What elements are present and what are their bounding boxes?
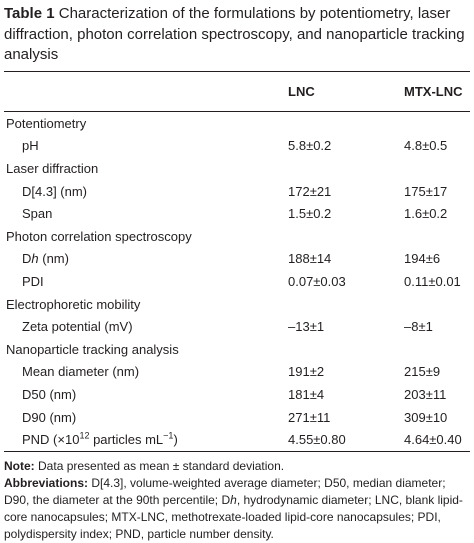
value-cell: 172±21: [288, 183, 332, 199]
value-cell: 4.55±0.80: [288, 428, 404, 453]
value-cell: 181±4: [288, 387, 325, 403]
table-body: Potentiometry pH 5.8±0.2 4.8±0.5 Laser diffr…: [4, 112, 470, 453]
section-row: Potentiometry: [4, 112, 470, 135]
text: ): [173, 432, 178, 448]
text: D90 (nm): [22, 409, 77, 425]
value-cell: 188±14: [288, 251, 332, 267]
caption-text: Characterization of the formulations by …: [4, 5, 465, 63]
value-cell: 4.64±0.40: [404, 428, 470, 453]
text: D[4.3], volume-weighted average diameter…: [4, 476, 446, 507]
data-row: Mean diameter (nm) 191±2 215±9: [4, 361, 470, 384]
value-cell: 271±11: [288, 409, 331, 425]
text: Mean diameter (nm): [22, 364, 140, 380]
value-cell: 0.07±0.03: [288, 274, 346, 290]
header-cell: LNC: [288, 70, 404, 113]
text: D[4.3] (nm): [22, 183, 88, 199]
value-cell: 215±9: [404, 364, 441, 380]
data-row: Dh (nm) 188±14 194±6: [4, 248, 470, 271]
value-cell: 175±17: [404, 183, 448, 199]
text: Span: [22, 206, 53, 222]
section-title: Nanoparticle tracking analysis: [6, 341, 179, 357]
note-heading: Abbreviations:: [4, 476, 89, 490]
value-cell: –8±1: [404, 319, 433, 335]
data-row: Span 1.5±0.2 1.6±0.2: [4, 202, 470, 225]
header-cell: MTX-LNC: [404, 70, 470, 113]
text: Data presented as mean ± standard deviat…: [38, 459, 285, 473]
data-row: D90 (nm) 271±11 309±10: [4, 406, 470, 429]
text: −1: [163, 430, 174, 441]
table: LNC MTX-LNC Potentiometry pH 5.8±0.2 4.8±0.5…: [4, 70, 470, 453]
text: 12: [79, 430, 90, 441]
data-row: PND (×1012 particles mL−1) 4.55±0.80 4.64±…: [4, 428, 470, 453]
header-cell: [4, 70, 288, 113]
value-cell: –13±1: [288, 319, 325, 335]
row-label: pH: [4, 135, 288, 158]
value-cell: 1.5±0.2: [288, 206, 332, 222]
row-label: Span: [4, 202, 288, 225]
section-row: Laser diffraction: [4, 157, 470, 180]
data-row: pH 5.8±0.2 4.8±0.5: [4, 135, 470, 158]
section-title: Electrophoretic mobility: [6, 296, 141, 312]
section-row: Nanoparticle tracking analysis: [4, 338, 470, 361]
caption: Table 1 Characterization of the formulat…: [4, 4, 470, 66]
table-header: LNC MTX-LNC: [4, 70, 470, 113]
text: pH: [22, 138, 39, 154]
note: Abbreviations: D[4.3], volume-weighted a…: [4, 475, 470, 543]
caption-label: Table 1: [4, 5, 55, 22]
section-row: Electrophoretic mobility: [4, 293, 470, 316]
value-cell: 1.6±0.2: [404, 206, 448, 222]
section-title: Photon correlation spectroscopy: [6, 228, 192, 244]
text: (nm): [38, 251, 69, 267]
row-label: D[4.3] (nm): [4, 180, 288, 203]
note-heading: Note:: [4, 459, 35, 473]
note: Note: Data presented as mean ± standard …: [4, 458, 470, 475]
section-title: Potentiometry: [6, 115, 87, 131]
value-cell: 4.8±0.5: [404, 138, 448, 154]
section-title: Laser diffraction: [6, 161, 99, 177]
value-cell: 203±11: [404, 387, 447, 403]
data-row: D[4.3] (nm) 172±21 175±17: [4, 180, 470, 203]
row-label: D50 (nm): [4, 383, 288, 406]
value-cell: 309±10: [404, 409, 448, 425]
row-label: Dh (nm): [4, 248, 288, 271]
header-row: LNC MTX-LNC: [4, 70, 470, 113]
value-cell: 0.11±0.01: [404, 274, 461, 290]
row-label: Mean diameter (nm): [4, 361, 288, 384]
text: PND (×10: [22, 432, 80, 448]
value-cell: 194±6: [404, 251, 441, 267]
text: D: [22, 251, 32, 267]
row-label: Zeta potential (mV): [4, 315, 288, 338]
data-row: PDI 0.07±0.03 0.11±0.01: [4, 270, 470, 293]
text: PDI: [22, 274, 44, 290]
text: h: [230, 493, 237, 507]
value-cell: 5.8±0.2: [288, 138, 332, 154]
row-label: D90 (nm): [4, 406, 288, 429]
text: h: [31, 251, 39, 267]
data-row: D50 (nm) 181±4 203±11: [4, 383, 470, 406]
section-row: Photon correlation spectroscopy: [4, 225, 470, 248]
text: Zeta potential (mV): [22, 319, 133, 335]
row-label: PND (×1012 particles mL−1): [4, 428, 288, 453]
text: D50 (nm): [22, 387, 77, 403]
text: , hydrodynamic diameter; LNC, blank lipi…: [4, 493, 463, 541]
value-cell: 191±2: [288, 364, 325, 380]
text: particles mL: [89, 432, 164, 448]
notes: Note: Data presented as mean ± standard …: [4, 458, 470, 543]
data-row: Zeta potential (mV) –13±1 –8±1: [4, 315, 470, 338]
row-label: PDI: [4, 270, 288, 293]
